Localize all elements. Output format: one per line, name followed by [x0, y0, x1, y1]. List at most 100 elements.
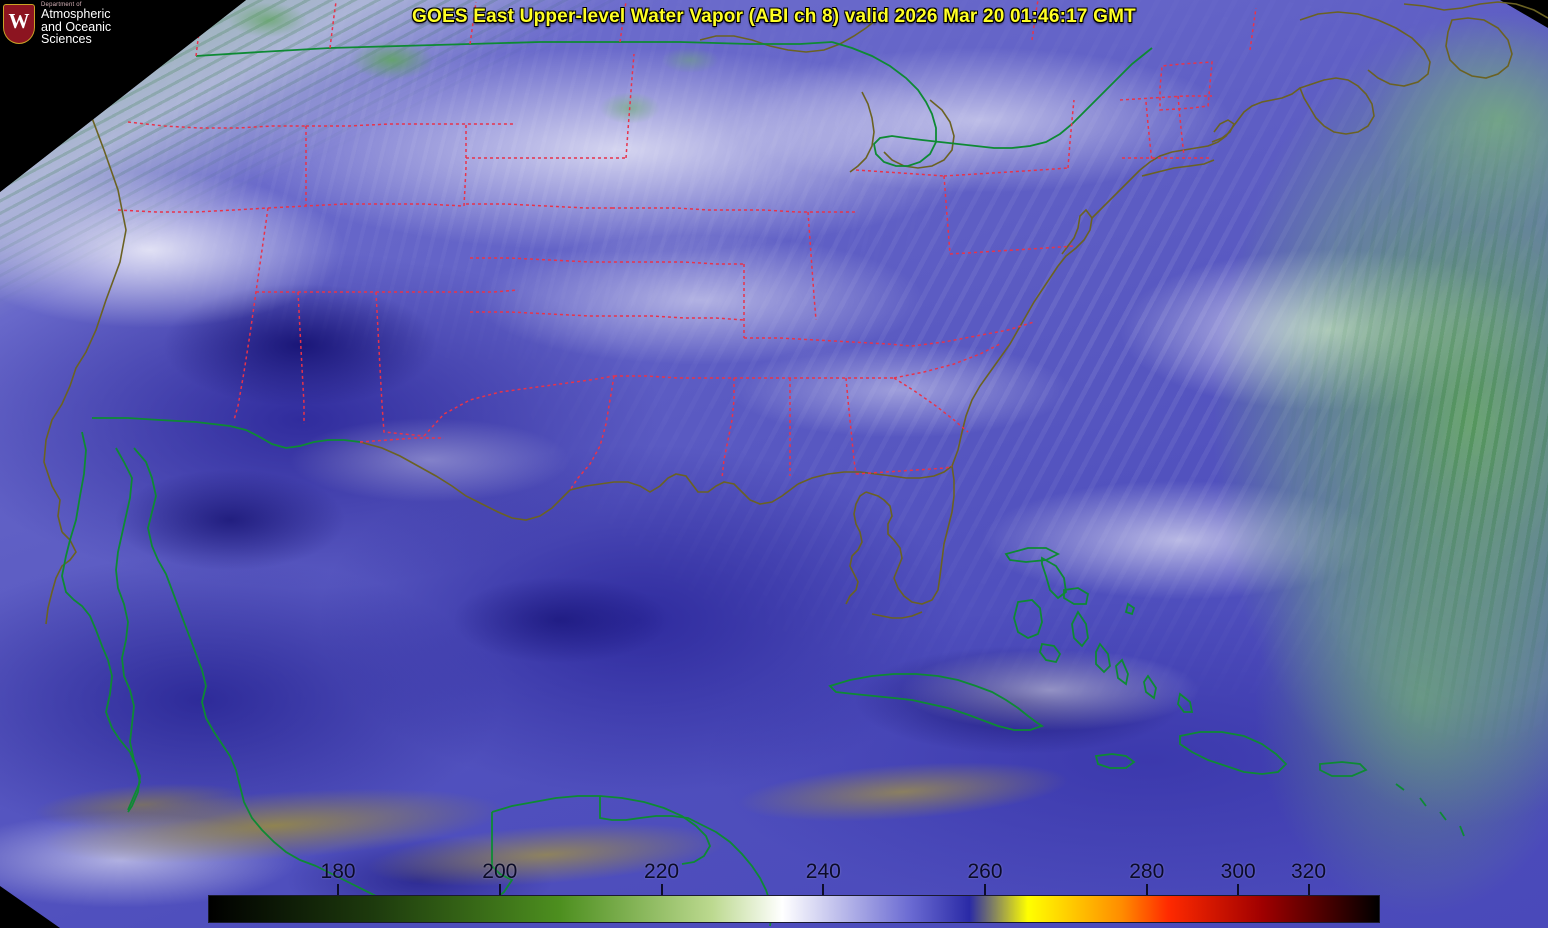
border-us-canada-great-lakes [831, 41, 1153, 167]
coastline-florida-peninsula [865, 465, 955, 605]
coastline-newfoundland [1445, 17, 1513, 79]
province-border-mb-on [619, 1, 627, 43]
border-guatemala-belize [599, 796, 701, 825]
state-border-nm-tx [375, 291, 425, 437]
coastline-texas-gulf [359, 441, 571, 521]
colorbar-ticks [208, 884, 1380, 896]
state-border-ky-tn [744, 337, 913, 347]
state-border-mo-ar [620, 315, 745, 321]
border-us-canada-west [195, 41, 833, 57]
state-border-al-ga [845, 377, 857, 475]
state-border-mt-wy [306, 123, 516, 127]
colorbar-tick-260 [984, 884, 987, 896]
coastline-lake-superior [699, 19, 877, 53]
colorbar-label-200: 200 [482, 860, 518, 883]
coastline-florida-keys [871, 611, 923, 619]
colorbar-label-220: 220 [644, 860, 680, 883]
logo-text-block: Department of Atmospheric and Oceanic Sc… [41, 2, 162, 46]
state-border-ny-ne [1067, 99, 1075, 169]
province-border-sk-mb [469, 1, 477, 45]
state-border-or-ca [117, 207, 269, 213]
uw-crest-shield [3, 4, 35, 44]
colorbar: 180 200 220 240 260 280 300 320 [208, 860, 1380, 928]
state-border-az-nm [297, 291, 305, 424]
colorbar-tick-220 [660, 884, 663, 896]
coastline-yucatan [491, 795, 712, 865]
coastline-mid-atlantic [1091, 169, 1141, 219]
coastline-cuba [828, 673, 1045, 731]
state-border-nc-sc [893, 343, 1001, 379]
state-border-mexico-north [359, 437, 444, 443]
state-border-pa-md [949, 245, 1075, 255]
state-border-nh-me [1177, 95, 1185, 157]
state-border-sc-ga [893, 377, 969, 433]
coastline-cape-cod [1211, 119, 1236, 143]
state-border-wy-co [344, 203, 465, 207]
coastline-chesapeake-delmarva [1057, 208, 1093, 267]
colorbar-tick-300 [1237, 884, 1240, 896]
state-border-mn-ia [612, 207, 732, 211]
coastline-labrador [1403, 1, 1548, 19]
uw-crest-letter: W [8, 9, 30, 33]
state-border-new-england-vt-nh [1145, 101, 1153, 163]
colorbar-label-280: 280 [1129, 860, 1165, 883]
state-border-ar-la [614, 375, 734, 379]
state-border-mn-canada [625, 53, 635, 159]
state-border-ga-fl [855, 465, 953, 475]
state-border-tx-la-east [569, 375, 615, 491]
colorbar-tick-240 [822, 884, 825, 896]
state-border-wi-il [732, 209, 856, 213]
colorbar-tick-320 [1307, 884, 1310, 896]
coastline-bahamas [1004, 547, 1194, 713]
coastline-gulf-st-lawrence [1299, 11, 1431, 87]
coastline-long-island [1141, 159, 1215, 177]
uw-crest-icon: W [2, 2, 36, 46]
state-border-ca-nv-east [233, 207, 269, 421]
province-border-ab-sk [329, 1, 337, 49]
state-border-sd-ne [466, 203, 612, 209]
coastline-hispaniola [1179, 731, 1288, 775]
coastline-us-southeast [951, 265, 1059, 467]
border-baja-california-east [115, 447, 141, 813]
state-border-pa-ny [943, 167, 1069, 177]
state-border-in-oh [807, 211, 817, 321]
state-border-mi-in-oh [855, 169, 945, 177]
coastline-lake-huron-erie [883, 99, 955, 169]
state-border-ia-mo [620, 261, 744, 265]
colorbar-tick-280 [1145, 884, 1148, 896]
colorbar-labels: 180 200 220 240 260 280 300 320 [148, 860, 1440, 884]
state-border-ny-vt-ma [1119, 95, 1212, 101]
colorbar-label-320: 320 [1290, 860, 1327, 883]
state-border-wa-or [127, 121, 306, 129]
logo-line-oceanic: and Oceanic Sciences [41, 19, 112, 47]
state-border-wy-sd-ne [463, 124, 467, 207]
colorbar-label-180: 180 [320, 860, 356, 883]
province-border-maritime [1159, 61, 1213, 111]
coastline-lesser-antilles [1395, 783, 1465, 837]
state-border-oh-wv-pa [943, 175, 951, 255]
state-border-ks-ok [470, 311, 620, 317]
logo-line-department: Department of [41, 1, 82, 8]
coastline-lake-michigan [849, 91, 875, 173]
coastline-us-west [43, 117, 127, 533]
border-us-mexico [92, 417, 361, 449]
coastline-jamaica [1094, 753, 1136, 769]
state-border-ne-ks [470, 257, 620, 263]
colorbar-tick-200 [498, 884, 501, 896]
border-mexico-mainland-west [133, 447, 317, 867]
colorbar-label-260: 260 [967, 860, 1003, 883]
border-baja-california-west [61, 431, 141, 811]
province-border-qc-nb [1249, 7, 1257, 51]
colorbar-tick-180 [337, 884, 340, 896]
province-border-on-qc [1031, 0, 1039, 41]
coastline-florida-panhandle [797, 465, 953, 485]
colorbar-label-300: 300 [1220, 860, 1256, 883]
uw-aos-logo: W Department of Atmospheric and Oceanic … [0, 0, 162, 48]
state-border-co-ks-east [470, 289, 519, 293]
state-border-la-ms [721, 378, 735, 479]
coastline-california-bend [45, 531, 77, 625]
